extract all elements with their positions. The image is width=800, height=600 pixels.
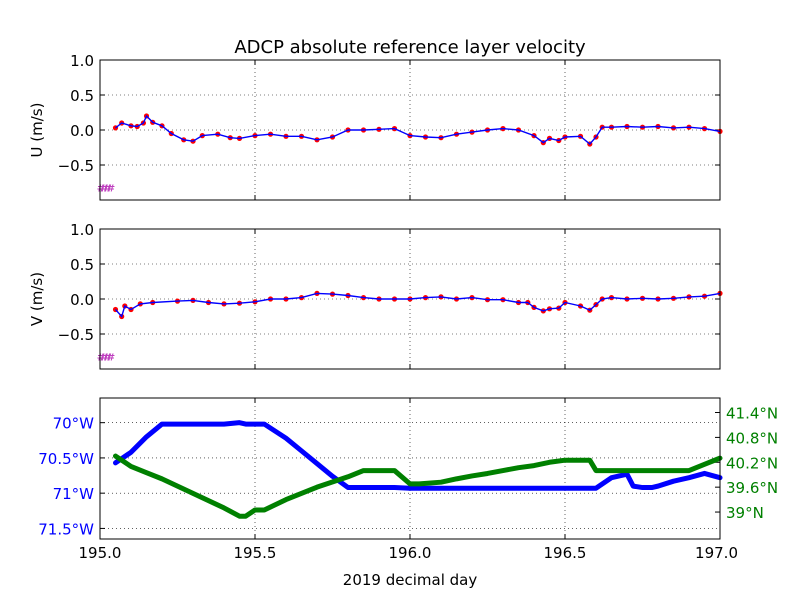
u-marker-symbol: #: [97, 183, 105, 194]
u-marker-symbol: #: [100, 183, 108, 194]
y-tick-label: 1.0: [70, 52, 94, 70]
u-axes-frame: [99, 59, 721, 201]
y-tick-label: 0.5: [70, 87, 94, 105]
v-marker-symbol: #: [103, 352, 111, 363]
y-tick-label: 0.0: [70, 122, 94, 140]
y-tick-label: −0.5: [58, 326, 94, 344]
lon-tick-label: 71°W: [53, 485, 95, 503]
v-panel: −0.50.00.51.0####: [58, 221, 723, 370]
lon-tick-label: 70°W: [53, 415, 95, 433]
position-axes-frame: [99, 397, 721, 540]
position-panel: 70°W 70.5°W 71°W 71.5°W 39°N 39.6°N 40.2°N 40.8…: [38, 397, 778, 562]
x-axis-label: 2019 decimal day: [343, 571, 478, 589]
lat-tick-label: 39°N: [726, 504, 764, 522]
longitude-track-line: [113, 420, 723, 491]
latitude-track-line: [113, 453, 723, 519]
x-tick-label: 196.5: [544, 544, 587, 562]
v-marker-symbol: #: [97, 352, 105, 363]
lon-tick-label: 71.5°W: [38, 520, 94, 538]
lat-tick-label: 40.8°N: [726, 429, 778, 447]
lat-tick-label: 40.2°N: [726, 454, 778, 472]
u-series-line: [115, 114, 721, 145]
lat-tick-label: 39.6°N: [726, 479, 778, 497]
lat-tick-label: 41.4°N: [726, 405, 778, 423]
x-tick-label: 196.0: [389, 544, 432, 562]
u-panel: −0.50.00.51.0####: [58, 52, 723, 201]
lon-tick-label: 70.5°W: [38, 450, 94, 468]
v-marker-symbol: #: [100, 352, 108, 363]
y-tick-label: −0.5: [58, 157, 94, 175]
y-tick-label: 1.0: [70, 221, 94, 239]
u-marker-symbol: #: [107, 183, 115, 194]
u-marker-symbol: #: [103, 183, 111, 194]
v-series-line: [114, 292, 721, 318]
v-axes-frame: [99, 228, 721, 370]
chart-title: ADCP absolute reference layer velocity: [234, 37, 586, 58]
y-tick-label: 0.5: [70, 256, 94, 274]
x-tick-label: 195.5: [234, 544, 277, 562]
v-marker-symbol: #: [107, 352, 115, 363]
x-tick-label: 195.0: [79, 544, 122, 562]
x-tick-label: 197.0: [695, 544, 738, 562]
v-panel-ylabel: V (m/s): [28, 272, 46, 326]
u-panel-ylabel: U (m/s): [28, 103, 46, 158]
y-tick-label: 0.0: [70, 291, 94, 309]
